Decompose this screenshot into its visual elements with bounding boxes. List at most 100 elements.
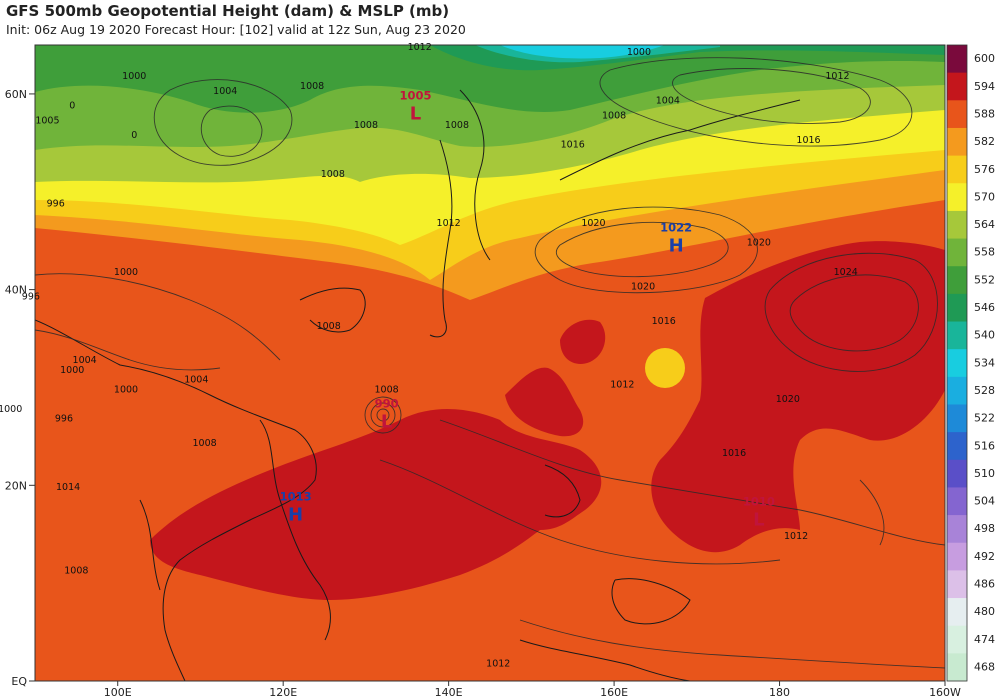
isobar-label: 1000 xyxy=(627,47,651,58)
colorbar-swatch xyxy=(947,404,967,433)
lat-label: 20N xyxy=(5,479,27,492)
colorbar-label: 570 xyxy=(974,190,995,203)
isobar-label: 1008 xyxy=(445,120,469,131)
isobar-label: 1012 xyxy=(408,42,432,53)
colorbar-label: 522 xyxy=(974,412,995,425)
shade-576-cutoff xyxy=(645,348,685,388)
colorbar-label: 552 xyxy=(974,273,995,286)
shade-594-mid xyxy=(505,367,584,437)
colorbar-swatch xyxy=(947,570,967,599)
isobars xyxy=(35,57,945,669)
isobar-label: 1004 xyxy=(184,375,208,386)
pressure-center-value: 990 xyxy=(375,397,399,411)
colorbar-label: 528 xyxy=(974,384,995,397)
low-pressure-symbol: L xyxy=(410,103,421,124)
lon-label: 160E xyxy=(600,686,628,699)
isobar-label: 1000 xyxy=(60,365,84,376)
colorbar-swatch xyxy=(947,155,967,184)
isobar-label: 1008 xyxy=(317,321,341,332)
coastlines xyxy=(35,89,801,681)
colorbar-label: 486 xyxy=(974,578,995,591)
isobar-label: 1008 xyxy=(354,120,378,131)
lon-label: 140E xyxy=(435,686,463,699)
pressure-center-value: 1013 xyxy=(280,490,312,504)
lat-label: 60N xyxy=(5,88,27,101)
colorbar-swatch xyxy=(947,210,967,240)
isobar-label: 1000 xyxy=(114,267,138,278)
colorbar-label: 480 xyxy=(974,605,995,618)
isobar-label: 1004 xyxy=(73,355,97,366)
colorbar-frame xyxy=(946,44,968,682)
isobar-label: 1008 xyxy=(602,110,626,121)
colorbar: 600 594 588 582 576 570 564 558 552 546 540 534 528 5… xyxy=(946,44,995,682)
colorbar-label: 492 xyxy=(974,550,995,563)
lon-label: 160W xyxy=(929,686,961,699)
colorbar-label: 558 xyxy=(974,246,995,259)
height-field xyxy=(35,45,945,681)
colorbar-label: 510 xyxy=(974,467,995,480)
colorbar-swatch xyxy=(947,72,967,101)
isobar-label: 996 xyxy=(22,291,40,302)
lat-label: EQ xyxy=(11,675,27,688)
isobar-label: 1020 xyxy=(581,218,605,229)
shade-552 xyxy=(35,45,945,113)
isobar-label: 1005 xyxy=(35,115,59,126)
colorbar-label: 468 xyxy=(974,660,995,673)
isobar-label: 1016 xyxy=(722,448,746,459)
isobar-label: 1024 xyxy=(834,267,858,278)
pressure-center-value: 1010 xyxy=(743,495,775,509)
isobar-label: 1012 xyxy=(825,71,849,82)
colorbar-swatch xyxy=(947,293,967,323)
isobar-label: 1008 xyxy=(300,81,324,92)
colorbar-swatch xyxy=(947,487,967,516)
colorbar-swatch xyxy=(947,432,967,461)
isobar-label: 1020 xyxy=(631,282,655,293)
high-pressure-symbol: H xyxy=(669,236,684,257)
colorbar-swatch xyxy=(947,238,967,267)
colorbar-label: 582 xyxy=(974,135,995,148)
colorbar-label: 540 xyxy=(974,329,995,342)
map-title: GFS 500mb Geopotential Height (dam) & MS… xyxy=(6,2,450,20)
isobar-label: 1016 xyxy=(652,316,676,327)
colorbar-swatch xyxy=(947,625,967,654)
isobar-label: 1000 xyxy=(0,404,22,415)
shade-594-south xyxy=(150,409,602,600)
colorbar-label: 564 xyxy=(974,218,995,231)
colorbar-swatch xyxy=(947,183,967,212)
isobar-label: 996 xyxy=(55,414,73,425)
isobar-label: 996 xyxy=(47,198,65,209)
colorbar-swatch xyxy=(947,45,967,74)
colorbar-label: 594 xyxy=(974,80,995,93)
isobar-label: 1004 xyxy=(656,96,680,107)
isobar-label: 1014 xyxy=(56,482,80,493)
colorbar-swatch xyxy=(947,321,967,350)
colorbar-swatch xyxy=(947,653,967,682)
lon-label: 180 xyxy=(769,686,790,699)
colorbar-label: 534 xyxy=(974,356,995,369)
colorbar-swatch xyxy=(947,459,967,488)
colorbar-label: 600 xyxy=(974,52,995,65)
shade-594-pacific-high xyxy=(651,241,945,553)
colorbar-label: 498 xyxy=(974,522,995,535)
colorbar-swatch xyxy=(947,542,967,571)
latitude-axis: 60N 40N 20N EQ xyxy=(5,88,35,688)
colorbar-label: 576 xyxy=(974,163,995,176)
plot-frame xyxy=(34,44,946,682)
isobar-label: 0 xyxy=(69,101,75,112)
colorbar-label: 546 xyxy=(974,301,995,314)
isobar-label: 1012 xyxy=(437,218,461,229)
isobar-label: 1008 xyxy=(374,384,398,395)
isobar-label: 1016 xyxy=(796,135,820,146)
isobar-label: 1012 xyxy=(486,658,510,669)
colorbar-label: 516 xyxy=(974,439,995,452)
colorbar-swatch xyxy=(947,515,967,544)
pressure-center-value: 1022 xyxy=(660,221,692,235)
isobar-label: 1012 xyxy=(610,379,634,390)
colorbar-label: 588 xyxy=(974,107,995,120)
longitude-axis: 100E 120E 140E 160E 180 160W xyxy=(104,681,961,699)
isobar-label: 0 xyxy=(131,130,137,141)
isobar-label: 1012 xyxy=(784,531,808,542)
lat-label: 40N xyxy=(5,284,27,297)
